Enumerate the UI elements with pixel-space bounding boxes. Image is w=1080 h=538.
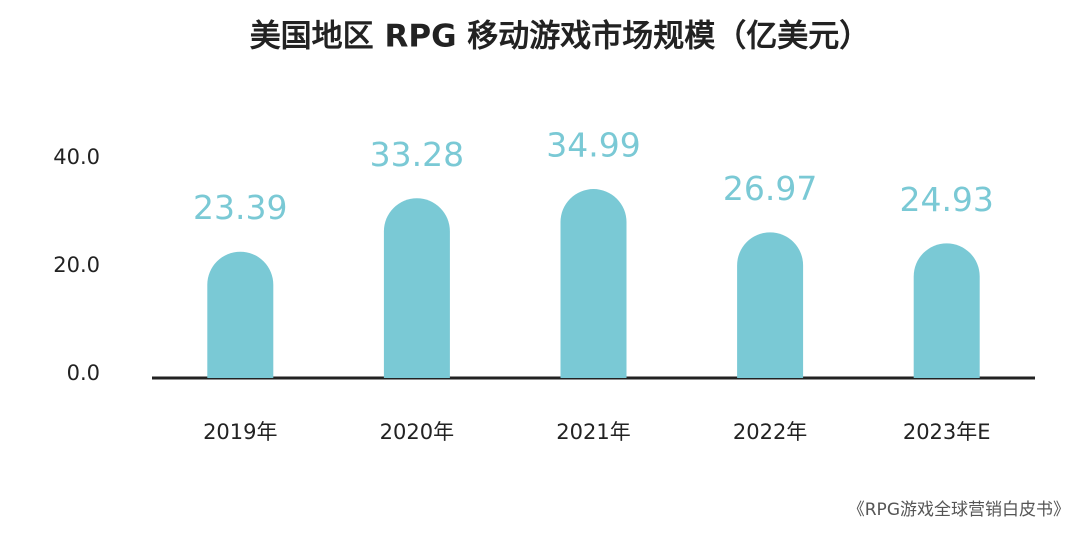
x-tick-label: 2023年E <box>903 420 991 444</box>
y-tick-label: 20.0 <box>53 253 100 277</box>
y-tick-label: 0.0 <box>67 361 100 385</box>
value-label: 33.28 <box>370 135 464 174</box>
bar <box>913 243 980 378</box>
x-tick-label: 2019年 <box>203 420 277 444</box>
bar <box>383 198 450 378</box>
x-tick-label: 2021年 <box>556 420 630 444</box>
bar <box>737 232 804 378</box>
chart-title: 美国地区 RPG 移动游戏市场规模（亿美元） <box>250 19 871 55</box>
x-tick-label: 2022年 <box>733 420 807 444</box>
y-tick-label: 40.0 <box>53 145 100 169</box>
value-label: 26.97 <box>723 169 817 208</box>
value-label: 24.93 <box>899 180 993 219</box>
source: 《RPG游戏全球营销白皮书》 <box>848 500 1070 520</box>
value-label: 34.99 <box>546 126 640 165</box>
bar <box>560 189 627 378</box>
bar <box>207 251 274 378</box>
x-tick-label: 2020年 <box>380 420 454 444</box>
value-label: 23.39 <box>193 188 287 227</box>
